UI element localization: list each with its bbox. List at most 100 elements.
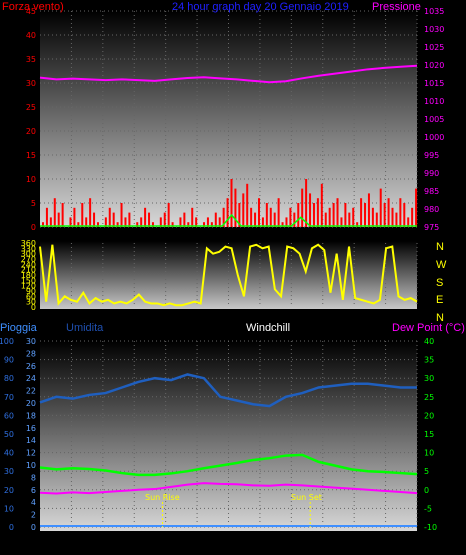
wind-bar	[116, 222, 119, 227]
temp-ytick: 25	[424, 393, 434, 402]
gust-line	[40, 213, 417, 227]
wind-bar	[73, 207, 76, 227]
temp-xtick: 10	[192, 540, 202, 549]
wind-bar	[89, 198, 92, 227]
dewpoint-legend: Dew Point (°C)	[392, 322, 465, 334]
wind-bar	[183, 212, 186, 227]
direction-ytick: 0	[31, 303, 36, 312]
wind-ytick: 20	[26, 127, 36, 136]
rain-ytick: 18	[26, 411, 36, 420]
humidity-ytick: 40	[4, 449, 14, 458]
wind-bar	[281, 222, 284, 227]
wind-bar	[171, 222, 174, 227]
wind-bar	[285, 217, 288, 227]
humidity-ytick: 90	[4, 356, 14, 365]
windchill-legend: Windchill	[246, 322, 290, 334]
rain-ytick: 0	[31, 523, 36, 532]
rain-ytick: 28	[26, 349, 36, 358]
temp-ytick: 5	[424, 467, 429, 476]
direction-ytick: 90	[26, 287, 36, 296]
temp-xtick: 06	[129, 540, 139, 549]
wind-bar	[371, 207, 374, 227]
wind-bar	[120, 203, 123, 227]
wind-bar	[246, 183, 249, 227]
wind-bar	[254, 212, 257, 227]
rain-ytick: 10	[26, 461, 36, 470]
pressure-ytick: 1010	[424, 97, 444, 106]
wind-bar	[399, 198, 402, 227]
temp-xtick: Sun Rise	[148, 540, 183, 549]
wind-bar	[367, 193, 370, 227]
direction-ytick: 240	[21, 260, 36, 269]
direction-ytick: 300	[21, 250, 36, 259]
wind-bar	[360, 198, 363, 227]
wind-bar	[210, 222, 213, 227]
direction-ytick: 30	[26, 298, 36, 307]
wind-bar	[293, 212, 296, 227]
wind-bar	[407, 217, 410, 227]
wind-bar	[356, 222, 359, 227]
wind-bar	[136, 222, 139, 227]
wind-bar	[309, 193, 312, 227]
direction-ytick: 210	[21, 266, 36, 275]
wind-bar	[151, 222, 154, 227]
wind-bar	[328, 207, 331, 227]
wind-bar	[93, 212, 96, 227]
wind-ytick: 15	[26, 151, 36, 160]
wind-bar	[218, 217, 221, 227]
rain-ytick: 20	[26, 399, 36, 408]
compass-n-bottom: N	[436, 312, 444, 324]
direction-ytick: 330	[21, 244, 36, 253]
wind-bar	[403, 203, 406, 227]
rain-axis-title: Pioggia	[0, 322, 38, 334]
temp-ytick: 35	[424, 356, 434, 365]
humidity-line	[39, 373, 417, 408]
wind-bar	[191, 207, 194, 227]
compass-e: E	[436, 294, 443, 306]
wind-bar	[320, 183, 323, 227]
wind-bar	[159, 217, 162, 227]
wind-xtick: 08	[161, 231, 171, 240]
wind-bar	[332, 203, 335, 227]
temp-xtick: 22	[380, 540, 390, 549]
pressure-ytick: 1015	[424, 79, 444, 88]
wind-bar	[222, 207, 225, 227]
wind-ytick: 10	[26, 175, 36, 184]
dewpoint-line	[39, 482, 418, 495]
wind-bar	[391, 207, 394, 227]
wind-bar	[364, 203, 367, 227]
temp-ytick: 10	[424, 449, 434, 458]
temperature-panel-bg	[40, 341, 417, 531]
wind-bar	[203, 222, 206, 227]
wind-bar	[77, 222, 80, 227]
wind-xtick: 06	[129, 231, 139, 240]
humidity-ytick: 30	[4, 467, 14, 476]
wind-bar	[387, 198, 390, 227]
pressure-ytick: 975	[424, 223, 439, 232]
wind-bar	[242, 193, 245, 227]
wind-bar	[305, 179, 308, 227]
wind-bar	[195, 217, 198, 227]
humidity-ytick: 50	[4, 430, 14, 439]
humidity-ytick: 20	[4, 486, 14, 495]
temp-ytick: 40	[424, 337, 434, 346]
wind-bar	[234, 188, 237, 227]
wind-bar	[348, 212, 351, 227]
wind-xtick: 12	[223, 231, 233, 240]
temp-xtick: 18	[318, 540, 328, 549]
grid	[40, 10, 418, 528]
wind-bar	[85, 217, 88, 227]
wind-ytick: 30	[26, 79, 36, 88]
temp-xtick: 20	[349, 540, 359, 549]
humidity-ytick: 0	[9, 523, 14, 532]
wind-bar	[81, 203, 84, 227]
wind-bar	[124, 217, 127, 227]
rain-ytick: 8	[31, 473, 36, 482]
wind-bar	[411, 207, 414, 227]
rain-ytick: 16	[26, 424, 36, 433]
wind-bar	[273, 212, 276, 227]
temp-xtick: 04	[98, 540, 108, 549]
pressure-ytick: 1020	[424, 61, 444, 70]
wind-bar	[128, 212, 131, 227]
rain-ytick: 6	[31, 486, 36, 495]
